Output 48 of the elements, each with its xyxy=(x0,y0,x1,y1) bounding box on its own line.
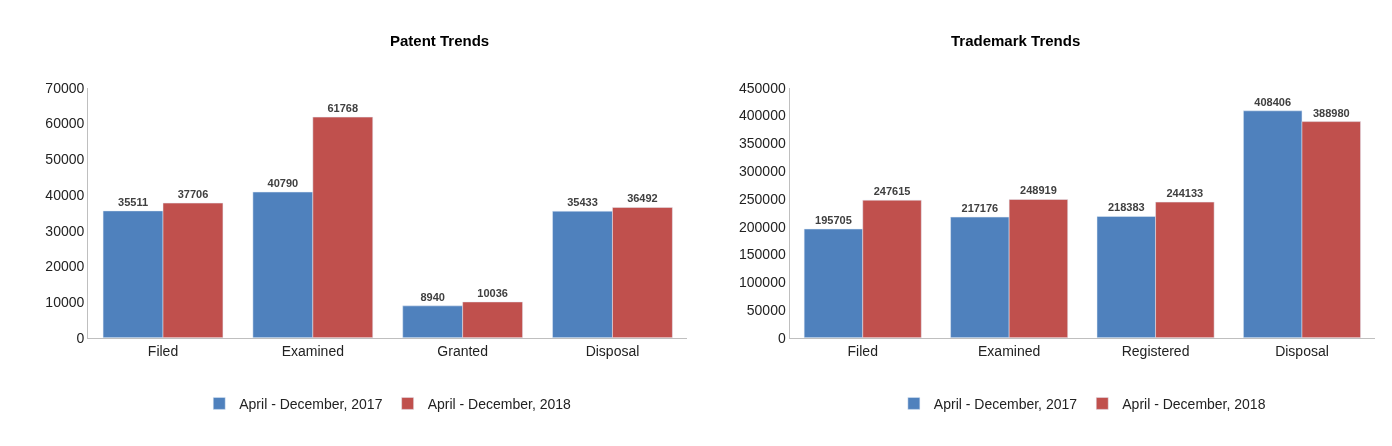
data-label: 408406 xyxy=(1254,95,1292,108)
y-tick-label: 250000 xyxy=(739,190,786,207)
y-tick-label: 450000 xyxy=(739,79,786,96)
data-label: 61768 xyxy=(327,102,359,115)
data-label: 40790 xyxy=(267,177,299,190)
data-label: 195705 xyxy=(815,214,852,227)
y-tick-label: 50000 xyxy=(45,151,85,168)
legend-label: April - December, 2018 xyxy=(1122,395,1266,412)
y-tick-label: 400000 xyxy=(739,107,786,124)
y-tick-label: 40000 xyxy=(45,186,85,203)
y-tick-label: 0 xyxy=(76,329,85,346)
data-label: 247615 xyxy=(873,185,911,198)
data-label: 36492 xyxy=(627,192,658,205)
x-tick-label: Filed xyxy=(847,342,878,359)
y-tick-label: 0 xyxy=(777,329,786,346)
data-label: 244133 xyxy=(1166,187,1204,200)
y-tick-label: 10000 xyxy=(45,293,85,310)
data-label: 35433 xyxy=(567,196,598,209)
x-tick-label: Examined xyxy=(281,342,344,359)
x-tick-label: Filed xyxy=(147,342,179,359)
x-tick-label: Granted xyxy=(437,342,488,359)
data-label: 37706 xyxy=(177,188,209,201)
legend-label: April - December, 2018 xyxy=(427,395,572,412)
x-tick-label: Examined xyxy=(978,342,1041,359)
y-tick-label: 30000 xyxy=(45,222,85,239)
data-label: 10036 xyxy=(477,286,508,299)
x-tick-label: Disposal xyxy=(585,342,640,359)
y-tick-label: 20000 xyxy=(45,258,85,275)
data-label: 8940 xyxy=(420,290,445,303)
y-tick-label: 350000 xyxy=(739,135,786,152)
chart-title: Patent Trends xyxy=(390,32,490,49)
legend-label: April - December, 2017 xyxy=(239,395,383,412)
chart-title: Trademark Trends xyxy=(951,32,1081,49)
y-tick-label: 200000 xyxy=(739,218,786,235)
y-tick-label: 60000 xyxy=(45,115,85,132)
y-tick-label: 70000 xyxy=(45,79,85,96)
data-label: 388980 xyxy=(1312,106,1350,119)
y-tick-label: 100000 xyxy=(739,274,786,291)
data-label: 218383 xyxy=(1107,201,1145,214)
legend-label: April - December, 2017 xyxy=(933,395,1078,412)
y-tick-label: 300000 xyxy=(739,162,786,179)
x-tick-label: Disposal xyxy=(1275,342,1329,359)
y-tick-label: 150000 xyxy=(739,246,786,263)
data-label: 35511 xyxy=(118,195,149,208)
x-tick-label: Registered xyxy=(1121,342,1190,359)
data-label: 217176 xyxy=(961,202,999,215)
y-tick-label: 50000 xyxy=(746,301,786,318)
data-label: 248919 xyxy=(1020,184,1057,197)
